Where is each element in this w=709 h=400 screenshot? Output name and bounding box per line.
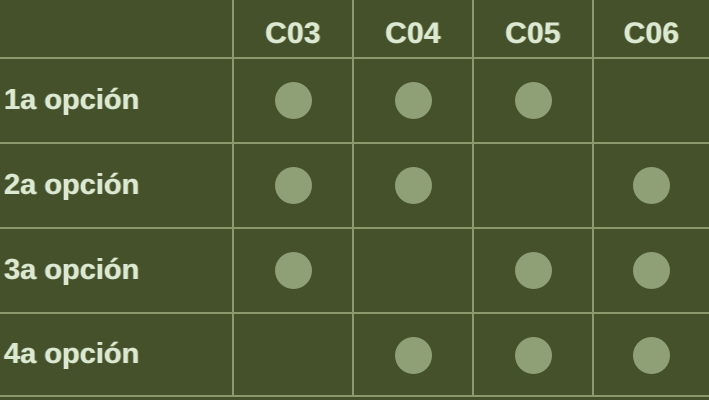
matrix-cell-r3-c06[interactable] bbox=[592, 227, 709, 312]
filled-circle-icon bbox=[514, 82, 552, 119]
column-header-label: C04 bbox=[385, 17, 441, 50]
column-header-label: C06 bbox=[623, 17, 680, 50]
column-header-c06[interactable]: C06 bbox=[592, 0, 709, 57]
matrix-cell-r2-c06[interactable] bbox=[592, 142, 709, 227]
matrix-cell-r1-c04[interactable] bbox=[352, 57, 472, 142]
row-header-label: 4a opción bbox=[4, 338, 140, 370]
empty-cell-marker bbox=[275, 337, 312, 374]
filled-circle-icon bbox=[274, 252, 312, 289]
column-header-c05[interactable]: C05 bbox=[472, 0, 592, 57]
row-header-label: 1a opción bbox=[4, 84, 140, 116]
filled-circle-icon bbox=[633, 252, 670, 289]
filled-circle-icon bbox=[514, 337, 552, 374]
filled-circle-icon bbox=[633, 337, 670, 374]
row-header-3[interactable]: 3a opción bbox=[0, 227, 232, 312]
filled-circle-icon bbox=[274, 167, 312, 204]
matrix-cell-r2-c04[interactable] bbox=[352, 142, 472, 227]
matrix-cell-r4-c05[interactable] bbox=[472, 312, 592, 397]
matrix-cell-r4-c06[interactable] bbox=[592, 312, 709, 397]
filled-circle-icon bbox=[394, 337, 432, 374]
row-header-label: 2a opción bbox=[4, 169, 140, 201]
matrix-cell-r1-c06[interactable] bbox=[592, 57, 709, 142]
filled-circle-icon bbox=[633, 167, 670, 204]
empty-cell-marker bbox=[395, 252, 432, 289]
row-header-2[interactable]: 2a opción bbox=[0, 142, 232, 227]
matrix-cell-r3-c04[interactable] bbox=[352, 227, 472, 312]
matrix-cell-r3-c03[interactable] bbox=[232, 227, 352, 312]
matrix-cell-r1-c03[interactable] bbox=[232, 57, 352, 142]
matrix-cell-r1-c05[interactable] bbox=[472, 57, 592, 142]
row-header-4[interactable]: 4a opción bbox=[0, 312, 232, 397]
column-header-c04[interactable]: C04 bbox=[352, 0, 472, 57]
column-header-label: C03 bbox=[265, 17, 321, 50]
matrix-cell-r4-c04[interactable] bbox=[352, 312, 472, 397]
matrix-cell-r2-c05[interactable] bbox=[472, 142, 592, 227]
row-header-1[interactable]: 1a opción bbox=[0, 57, 232, 142]
filled-circle-icon bbox=[394, 167, 432, 204]
row-header-label: 3a opción bbox=[4, 254, 140, 286]
column-header-label: C05 bbox=[505, 17, 561, 50]
matrix-cell-r4-c03[interactable] bbox=[232, 312, 352, 397]
matrix-cell-r2-c03[interactable] bbox=[232, 142, 352, 227]
filled-circle-icon bbox=[274, 82, 312, 119]
filled-circle-icon bbox=[514, 252, 552, 289]
filled-circle-icon bbox=[394, 82, 432, 119]
matrix-corner-cell bbox=[0, 0, 232, 57]
empty-cell-marker bbox=[515, 167, 552, 204]
column-header-c03[interactable]: C03 bbox=[232, 0, 352, 57]
matrix-cell-r3-c05[interactable] bbox=[472, 227, 592, 312]
empty-cell-marker bbox=[633, 82, 670, 119]
